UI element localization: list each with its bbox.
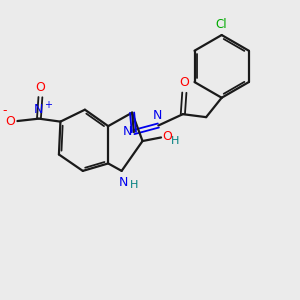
Text: O: O <box>5 115 15 128</box>
Text: N: N <box>123 125 132 138</box>
Text: O: O <box>162 130 172 143</box>
Text: O: O <box>179 76 189 89</box>
Text: Cl: Cl <box>216 18 227 31</box>
Text: N: N <box>153 109 163 122</box>
Text: O: O <box>35 81 45 94</box>
Text: +: + <box>44 100 52 110</box>
Text: N: N <box>34 103 44 116</box>
Text: -: - <box>3 103 7 117</box>
Text: N: N <box>118 176 128 189</box>
Text: H: H <box>130 180 138 190</box>
Text: H: H <box>171 136 179 146</box>
